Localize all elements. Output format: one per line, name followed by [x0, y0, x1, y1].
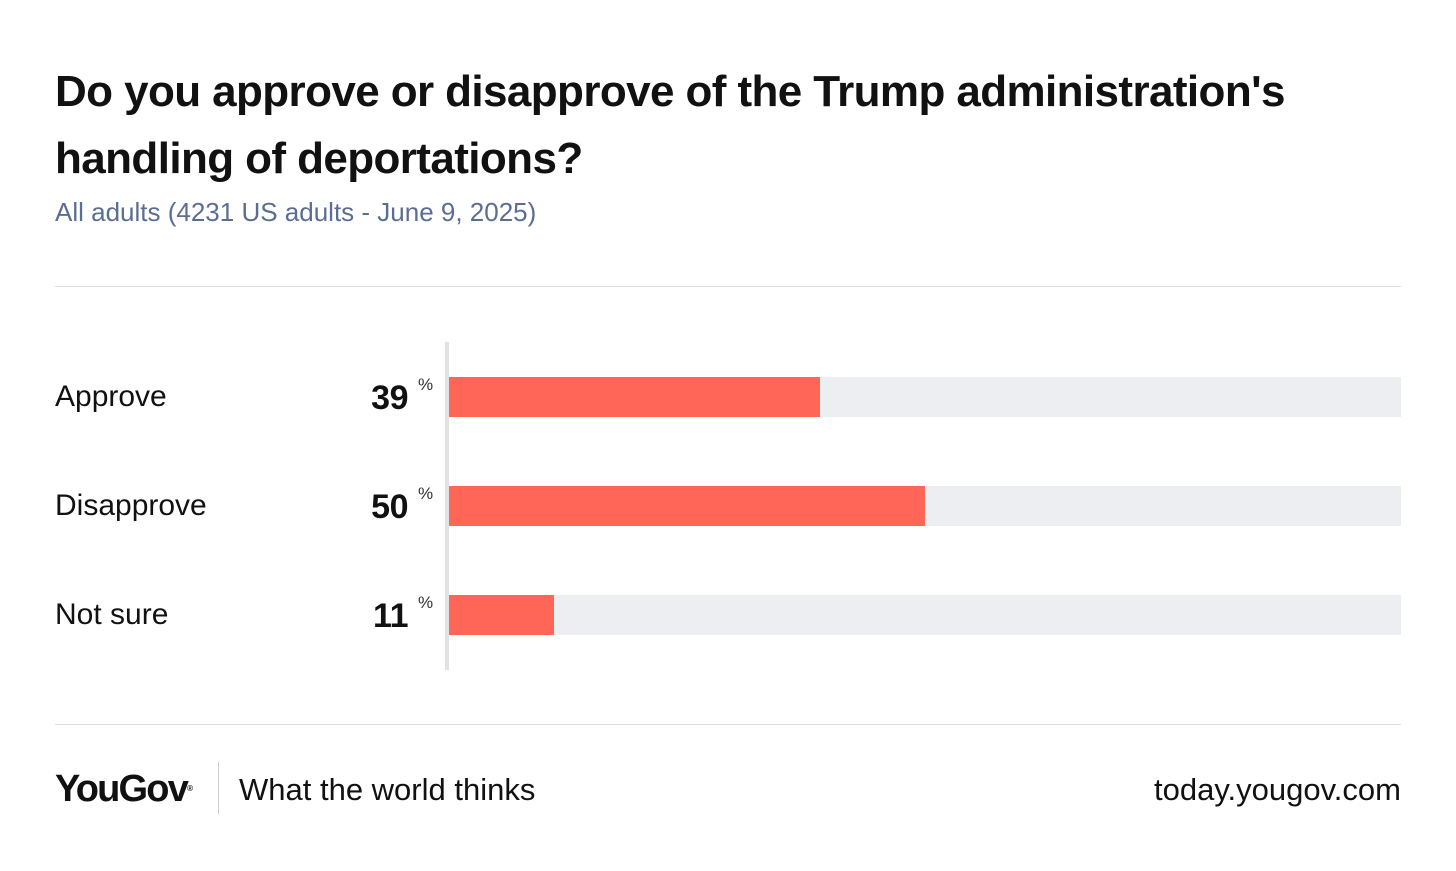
bar-approve [449, 377, 821, 417]
bar-row-disapprove: Disapprove 50 % [0, 484, 1456, 526]
logo-wordmark: YouGov [55, 768, 189, 810]
bar-row-not-sure: Not sure 11 % [0, 593, 1456, 635]
percent-sign: % [418, 375, 434, 394]
data-value-label: 11 [373, 597, 408, 635]
footer-divider [218, 762, 219, 814]
bottom-divider [55, 724, 1401, 725]
percent-sign: % [418, 593, 434, 612]
data-value-label: 50 [371, 488, 408, 526]
chart-title: Do you approve or disapprove of the Trum… [55, 67, 1285, 183]
bar-not-sure [449, 595, 554, 635]
category-label: Not sure [55, 598, 169, 631]
bar-track [449, 595, 1401, 635]
chart-subtitle: All adults (4231 US adults - June 9, 202… [55, 197, 537, 227]
bar-disapprove [449, 486, 925, 526]
footer: YouGov® What the world thinks today.youg… [0, 760, 1456, 816]
yougov-logo[interactable]: YouGov® [55, 767, 193, 811]
category-label: Approve [55, 380, 167, 413]
bar-row-approve: Approve 39 % [0, 375, 1456, 417]
site-link[interactable]: today.yougov.com [1154, 772, 1401, 807]
percent-sign: % [418, 484, 434, 503]
chart-axis-line [445, 342, 449, 670]
footer-tagline: What the world thinks [239, 772, 536, 807]
top-divider [55, 286, 1401, 287]
bar-track [449, 377, 1401, 417]
category-label: Disapprove [55, 489, 207, 522]
data-value-label: 39 [371, 379, 408, 417]
bar-track [449, 486, 1401, 526]
registered-mark: ® [187, 784, 193, 793]
